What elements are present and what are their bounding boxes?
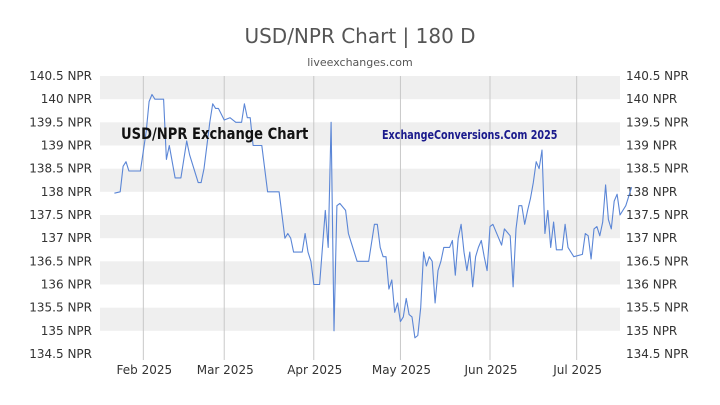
y-axis-left: 140.5 NPR 140 NPR 139.5 NPR 139 NPR 138.5 NP… [29, 69, 92, 361]
y-tick-label-left: 139.5 NPR [29, 115, 92, 129]
month-grid-lines [142, 76, 578, 360]
y-tick-label-left: 135 NPR [41, 324, 92, 338]
grid-band [100, 215, 620, 239]
y-tick-label-left: 136 NPR [41, 278, 92, 292]
background-bands [100, 76, 620, 331]
y-tick-label-right: 139 NPR [626, 139, 677, 153]
y-tick-label-left: 140.5 NPR [29, 69, 92, 83]
watermark-left: USD/NPR Exchange Chart [121, 124, 309, 143]
y-tick-label-right: 138.5 NPR [626, 162, 689, 176]
y-axis-right: 140.5 NPR 140 NPR 139.5 NPR 139 NPR 138.5 NP… [626, 69, 689, 361]
y-tick-label-left: 140 NPR [41, 92, 92, 106]
chart-title: USD/NPR Chart | 180 D [244, 24, 476, 48]
x-tick-label: Jul 2025 [552, 363, 602, 377]
y-tick-label-right: 137 NPR [626, 231, 677, 245]
y-tick-label-right: 136.5 NPR [626, 254, 689, 268]
x-tick-label: Feb 2025 [117, 363, 173, 377]
y-tick-label-right: 140 NPR [626, 92, 677, 106]
x-tick-label: Apr 2025 [287, 363, 342, 377]
y-tick-label-left: 138 NPR [41, 185, 92, 199]
x-tick-label: May 2025 [372, 363, 431, 377]
y-tick-label-left: 134.5 NPR [29, 347, 92, 361]
y-tick-label-left: 138.5 NPR [29, 162, 92, 176]
y-tick-label-right: 138 NPR [626, 185, 677, 199]
chart-subtitle: liveexchanges.com [307, 56, 413, 69]
y-tick-label-right: 139.5 NPR [626, 115, 689, 129]
usd-npr-series-line [114, 93, 633, 339]
x-tick-label: Mar 2025 [197, 363, 254, 377]
grid-band [100, 76, 620, 100]
grid-band [100, 168, 620, 192]
grid-band [100, 261, 620, 285]
x-axis: Feb 2025 Mar 2025 Apr 2025 May 2025 Jun 2025… [117, 363, 603, 377]
y-tick-label-right: 140.5 NPR [626, 69, 689, 83]
y-tick-label-left: 136.5 NPR [29, 254, 92, 268]
y-tick-label-right: 137.5 NPR [626, 208, 689, 222]
y-tick-label-left: 137.5 NPR [29, 208, 92, 222]
series-layer [114, 93, 633, 339]
y-tick-label-right: 135 NPR [626, 324, 677, 338]
y-tick-label-left: 135.5 NPR [29, 301, 92, 315]
x-tick-label: Jun 2025 [463, 363, 517, 377]
grid-band [100, 307, 620, 331]
y-tick-label-right: 136 NPR [626, 278, 677, 292]
y-tick-label-left: 139 NPR [41, 139, 92, 153]
y-tick-label-left: 137 NPR [41, 231, 92, 245]
y-tick-label-right: 135.5 NPR [626, 301, 689, 315]
watermark-right: ExchangeConversions.Com 2025 [382, 128, 558, 142]
y-tick-label-right: 134.5 NPR [626, 347, 689, 361]
